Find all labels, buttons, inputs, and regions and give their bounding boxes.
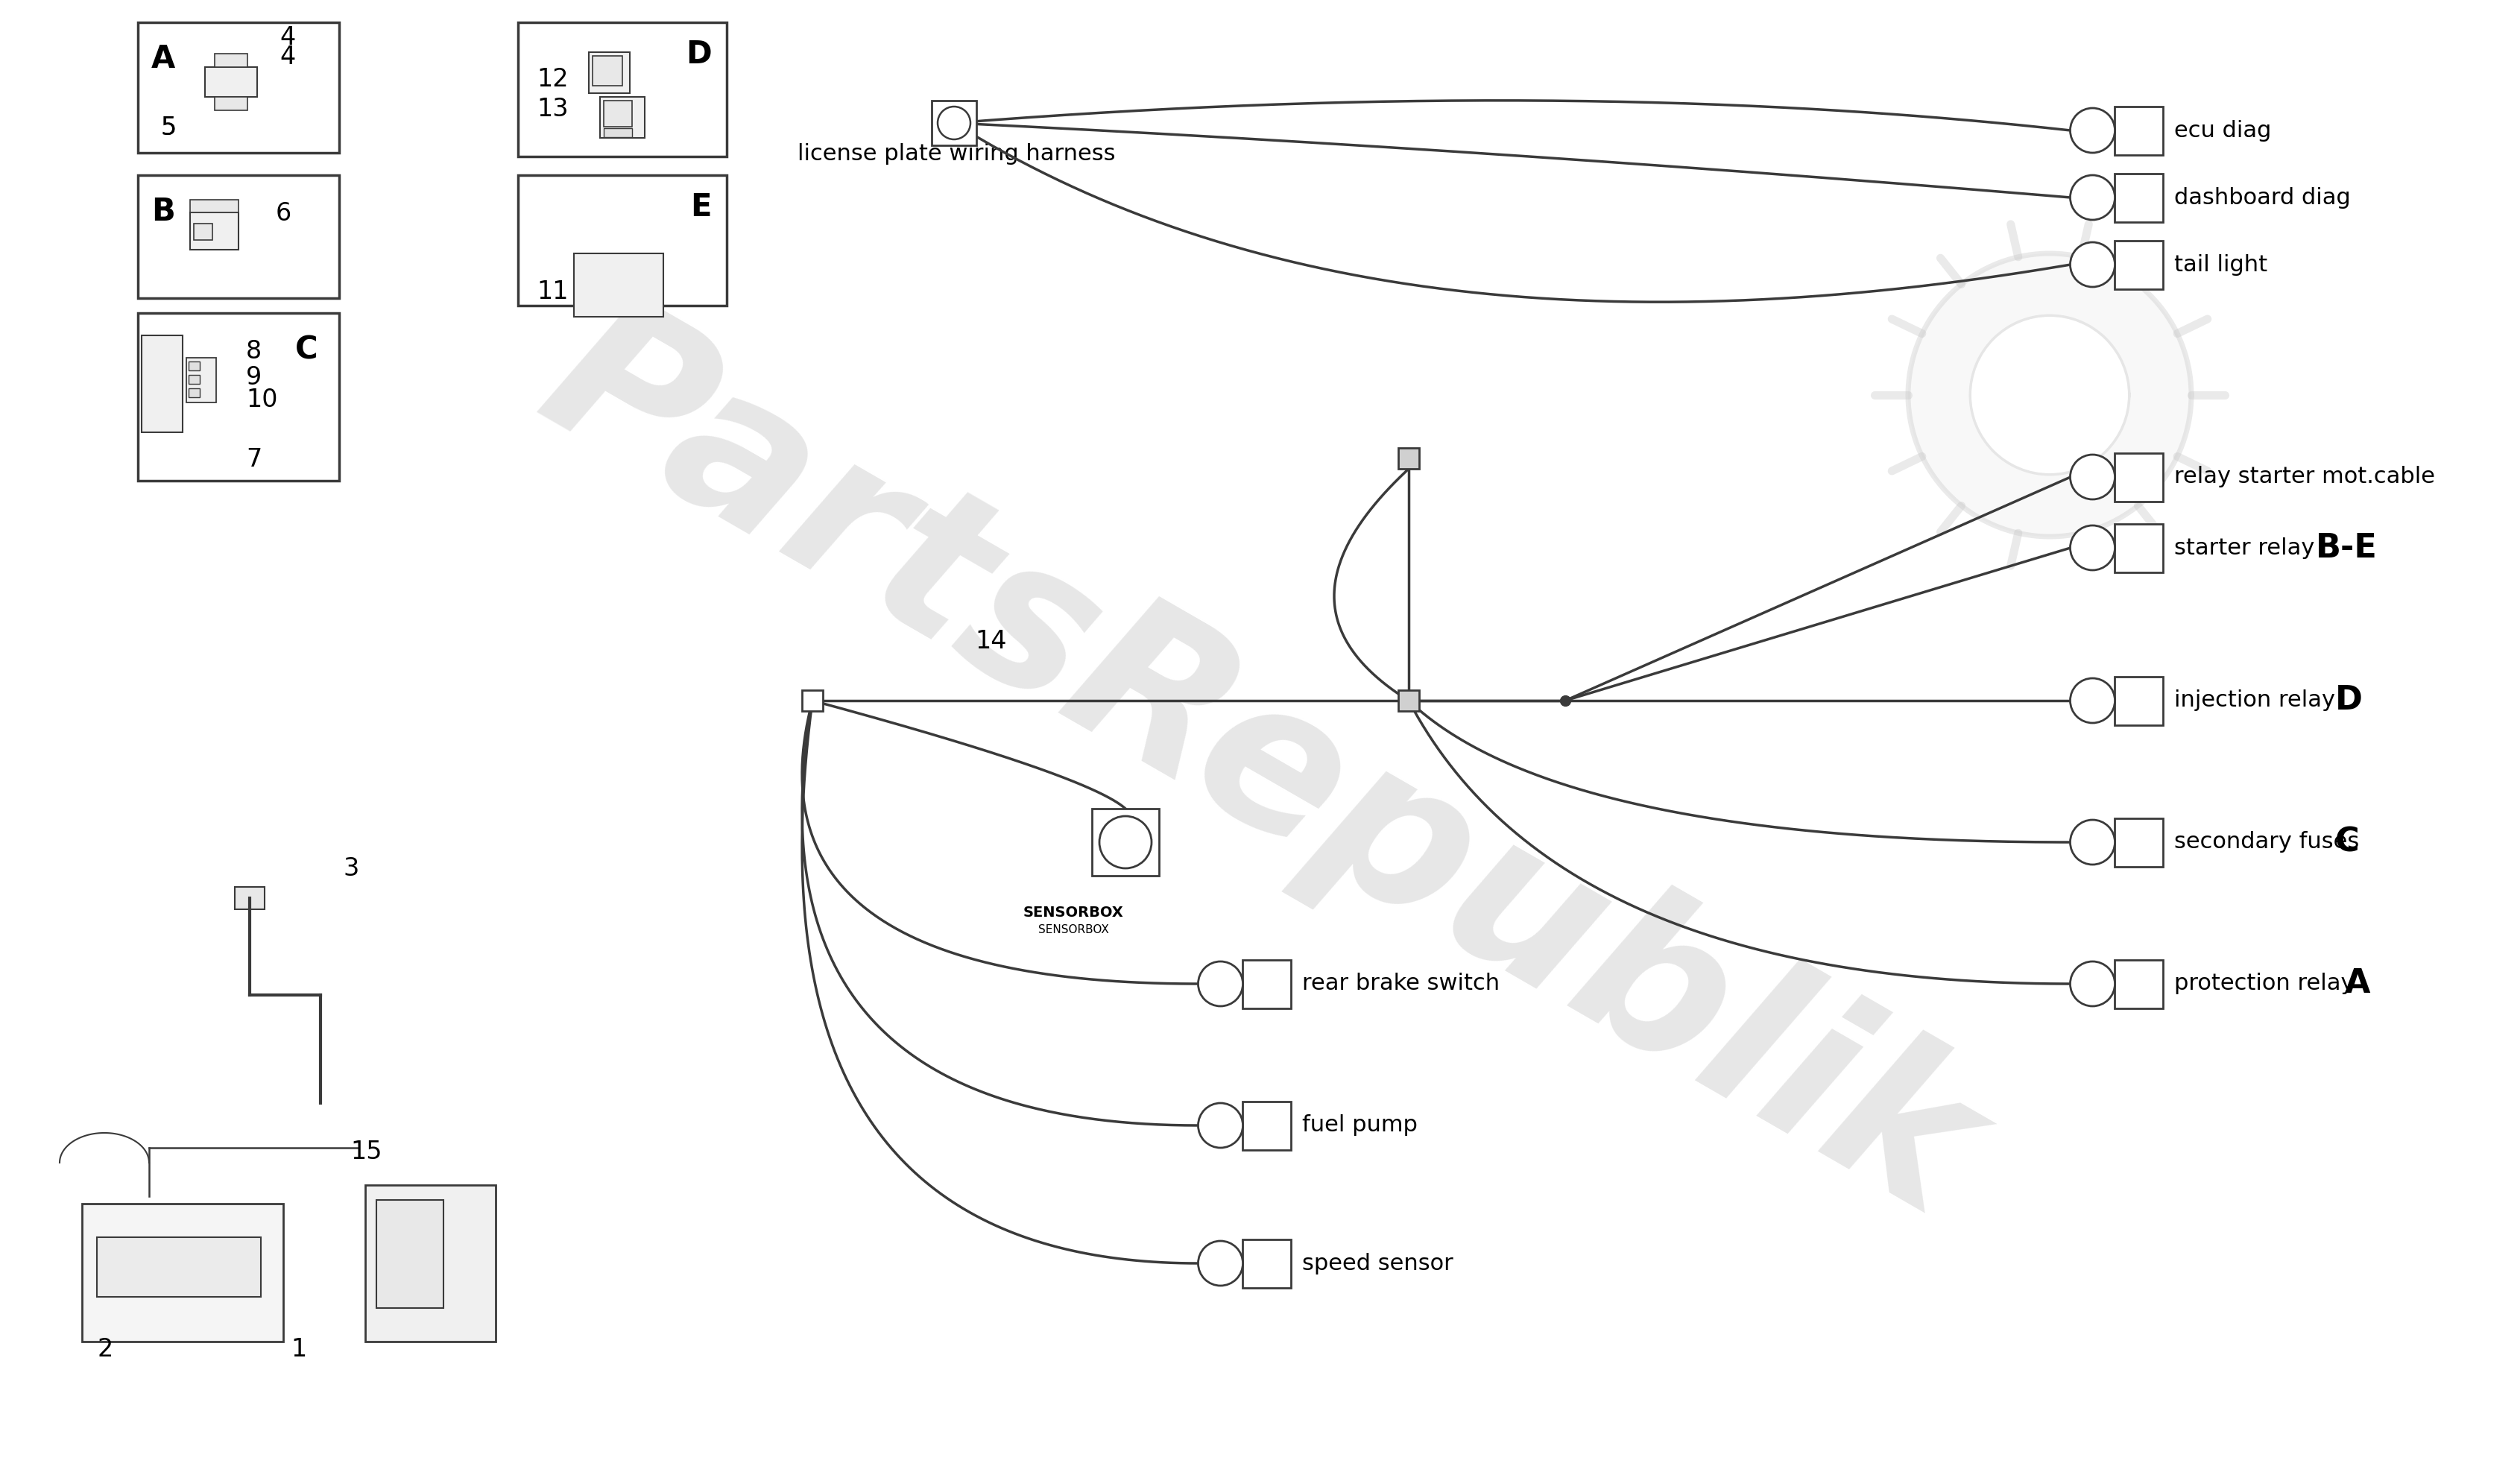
Text: PartsRepublik: PartsRepublik bbox=[509, 274, 2011, 1257]
Bar bbox=[189, 200, 239, 212]
Text: 9: 9 bbox=[247, 365, 262, 390]
Circle shape bbox=[2071, 820, 2114, 864]
Circle shape bbox=[2071, 679, 2114, 723]
Bar bbox=[519, 175, 726, 306]
Circle shape bbox=[937, 106, 970, 140]
Text: rear brake switch: rear brake switch bbox=[1303, 973, 1499, 995]
Bar bbox=[605, 128, 633, 137]
Circle shape bbox=[1197, 1103, 1242, 1148]
Text: A: A bbox=[2344, 967, 2371, 999]
Circle shape bbox=[1908, 253, 2192, 537]
Text: A: A bbox=[151, 43, 176, 75]
Bar bbox=[2114, 453, 2162, 502]
Bar bbox=[1399, 447, 1419, 468]
Text: fuel pump: fuel pump bbox=[1303, 1114, 1419, 1136]
Text: D: D bbox=[685, 38, 711, 71]
Circle shape bbox=[1099, 815, 1152, 868]
Bar bbox=[1242, 1239, 1290, 1288]
Text: C: C bbox=[295, 334, 318, 365]
Bar bbox=[189, 212, 239, 250]
Text: 13: 13 bbox=[537, 97, 570, 122]
Bar bbox=[189, 362, 199, 371]
Text: 12: 12 bbox=[537, 68, 570, 91]
Bar bbox=[2114, 676, 2162, 724]
Bar bbox=[575, 253, 663, 316]
Text: injection relay: injection relay bbox=[2175, 690, 2336, 711]
Text: 6: 6 bbox=[275, 202, 292, 225]
Text: E: E bbox=[690, 191, 711, 222]
Bar bbox=[2114, 524, 2162, 573]
Text: secondary fuses: secondary fuses bbox=[2175, 832, 2359, 852]
Text: 14: 14 bbox=[975, 629, 1008, 654]
Text: SENSORBOX: SENSORBOX bbox=[1023, 905, 1124, 920]
Bar bbox=[519, 22, 726, 156]
Text: ecu diag: ecu diag bbox=[2175, 119, 2271, 141]
Bar bbox=[139, 22, 340, 153]
Text: starter relay: starter relay bbox=[2175, 537, 2316, 558]
Text: 11: 11 bbox=[537, 280, 570, 305]
Bar bbox=[2114, 106, 2162, 155]
Circle shape bbox=[2071, 526, 2114, 570]
Text: 2: 2 bbox=[96, 1337, 113, 1362]
Circle shape bbox=[2071, 107, 2114, 153]
Bar bbox=[592, 56, 622, 85]
Text: 10: 10 bbox=[247, 387, 277, 412]
Bar bbox=[96, 1238, 262, 1297]
Bar bbox=[2114, 240, 2162, 289]
Text: 1: 1 bbox=[290, 1337, 307, 1362]
Bar bbox=[189, 389, 199, 397]
Bar bbox=[1091, 808, 1159, 876]
Circle shape bbox=[2071, 175, 2114, 219]
Bar bbox=[1399, 690, 1419, 711]
Circle shape bbox=[1971, 316, 2127, 474]
Bar bbox=[141, 336, 181, 433]
Bar bbox=[600, 97, 645, 138]
Text: 5: 5 bbox=[161, 115, 176, 140]
Text: D: D bbox=[2336, 684, 2361, 717]
Bar bbox=[801, 690, 824, 711]
Text: B: B bbox=[151, 196, 174, 227]
Bar bbox=[83, 1204, 282, 1341]
Text: protection relay: protection relay bbox=[2175, 973, 2354, 995]
Bar bbox=[365, 1185, 496, 1341]
Text: 4: 4 bbox=[280, 25, 295, 50]
Text: license plate wiring harness: license plate wiring harness bbox=[796, 143, 1116, 165]
Bar bbox=[204, 68, 257, 97]
Bar bbox=[590, 52, 630, 93]
Text: dashboard diag: dashboard diag bbox=[2175, 187, 2351, 209]
Text: speed sensor: speed sensor bbox=[1303, 1253, 1454, 1275]
Bar bbox=[375, 1200, 444, 1309]
Circle shape bbox=[2071, 243, 2114, 287]
Text: relay starter mot.cable: relay starter mot.cable bbox=[2175, 467, 2434, 487]
Text: 3: 3 bbox=[343, 857, 358, 880]
Bar bbox=[2114, 960, 2162, 1008]
Text: B-E: B-E bbox=[2316, 531, 2376, 564]
Text: SENSORBOX: SENSORBOX bbox=[1038, 924, 1109, 935]
Bar bbox=[605, 100, 633, 127]
Text: 15: 15 bbox=[350, 1139, 383, 1164]
Text: tail light: tail light bbox=[2175, 253, 2268, 275]
Bar bbox=[1242, 1101, 1290, 1150]
Bar bbox=[932, 100, 975, 146]
Text: 4: 4 bbox=[280, 44, 295, 69]
Circle shape bbox=[2071, 455, 2114, 499]
Circle shape bbox=[1197, 961, 1242, 1007]
Bar bbox=[139, 314, 340, 481]
Circle shape bbox=[2071, 961, 2114, 1007]
Bar bbox=[234, 888, 265, 910]
Bar bbox=[214, 53, 247, 68]
Bar bbox=[186, 358, 217, 402]
Bar bbox=[139, 175, 340, 299]
Bar bbox=[2114, 174, 2162, 222]
Bar bbox=[189, 375, 199, 384]
Bar bbox=[2114, 818, 2162, 867]
Text: 7: 7 bbox=[247, 447, 262, 473]
Bar bbox=[194, 224, 212, 240]
Text: 5: 5 bbox=[161, 115, 176, 140]
Circle shape bbox=[1197, 1241, 1242, 1285]
Text: 8: 8 bbox=[247, 339, 262, 364]
Bar bbox=[214, 97, 247, 110]
Bar bbox=[1242, 960, 1290, 1008]
Text: C: C bbox=[2336, 826, 2359, 858]
